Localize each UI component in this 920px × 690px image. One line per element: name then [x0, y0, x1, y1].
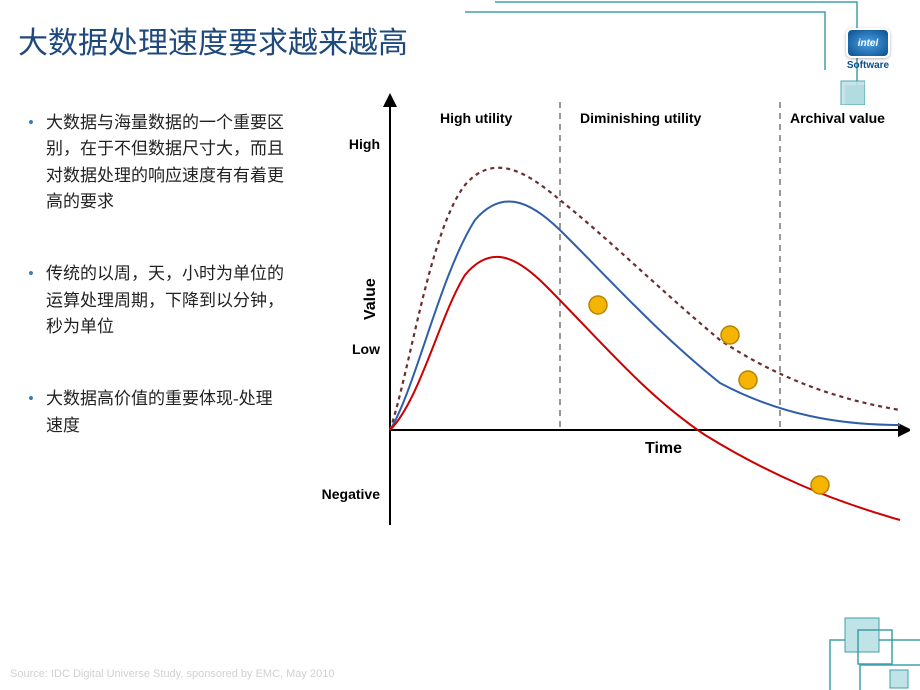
page-title: 大数据处理速度要求越来越高 — [18, 18, 408, 62]
decoration-bottom-right — [800, 610, 920, 690]
y-tick-label: Low — [300, 341, 380, 357]
intel-badge: intel — [846, 28, 890, 58]
value-time-chart: Value Time High utility Diminishing utili… — [300, 90, 910, 550]
region-label: High utility — [440, 110, 512, 126]
slide-root: 大数据处理速度要求越来越高 intel Software 大数据与海量数据的一个… — [0, 0, 920, 690]
bullet-item: 大数据高价值的重要体现-处理速度 — [28, 386, 288, 439]
brand-logo: intel Software — [846, 28, 890, 71]
y-tick-label: Negative — [300, 486, 380, 502]
logo-brand: intel — [858, 38, 879, 49]
region-label: Diminishing utility — [580, 110, 701, 126]
bullet-list: 大数据与海量数据的一个重要区别，在于不但数据尺寸大，而且对数据处理的响应速度有有… — [28, 110, 288, 485]
chart-svg — [300, 90, 910, 550]
region-label: Archival value — [790, 110, 885, 126]
y-axis-label: Value — [362, 278, 380, 320]
bullet-item: 传统的以周，天，小时为单位的运算处理周期，下降到以分钟，秒为单位 — [28, 261, 288, 340]
y-tick-label: High — [300, 136, 380, 152]
bullet-item: 大数据与海量数据的一个重要区别，在于不但数据尺寸大，而且对数据处理的响应速度有有… — [28, 110, 288, 215]
logo-subtext: Software — [846, 60, 890, 71]
x-axis-label: Time — [645, 440, 682, 458]
footer-source: Source: IDC Digital Universe Study, spon… — [10, 668, 334, 680]
